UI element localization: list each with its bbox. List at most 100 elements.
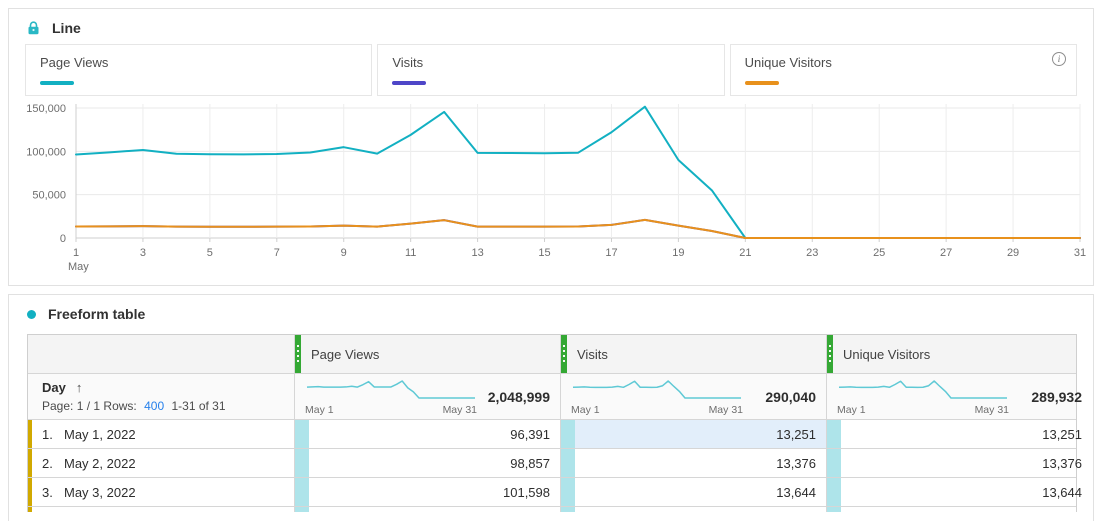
svg-text:9: 9 bbox=[341, 247, 347, 259]
value-cell-page-views[interactable]: 96,391 bbox=[294, 420, 560, 448]
legend-item-unique-visitors[interactable]: Unique Visitors i bbox=[729, 44, 1077, 96]
table-header-row: Page Views Visits Unique Visitors bbox=[28, 335, 1076, 373]
total-value: 2,048,999 bbox=[487, 388, 550, 405]
panel-title-line: Line bbox=[52, 20, 81, 36]
svg-text:150,000: 150,000 bbox=[26, 103, 66, 115]
info-icon[interactable]: i bbox=[1051, 52, 1066, 66]
value-bar bbox=[295, 420, 309, 448]
column-header-visits[interactable]: Visits bbox=[560, 335, 826, 373]
value-cell-unique-visitors[interactable]: 13,376 bbox=[826, 449, 1092, 477]
value-cell-visits[interactable]: 13,644 bbox=[560, 478, 826, 506]
rows-per-page-dropdown[interactable]: 400 bbox=[144, 399, 165, 413]
table-totals-row: Day ↑ Page: 1 / 1 Rows: 400 1-31 of 31 Ma… bbox=[28, 373, 1082, 419]
day-cell[interactable] bbox=[28, 507, 294, 512]
paging-info: Page: 1 / 1 Rows: 400 1-31 of 31 bbox=[42, 399, 226, 413]
day-header-label: Day bbox=[42, 380, 66, 395]
total-value: 290,040 bbox=[765, 388, 816, 405]
value-cell-unique-visitors[interactable]: 13,644 bbox=[826, 478, 1092, 506]
bullet-dot-icon bbox=[27, 309, 36, 319]
line-visualization-panel: Line Page Views Visits Unique Visitors i… bbox=[8, 8, 1094, 286]
svg-text:19: 19 bbox=[672, 247, 684, 259]
day-column-header-spacer bbox=[28, 335, 294, 373]
value-bar bbox=[827, 507, 841, 512]
value-bar bbox=[561, 420, 575, 448]
legend-swatch-visits bbox=[392, 81, 427, 85]
value-bar bbox=[561, 478, 575, 506]
total-cell-page-views[interactable]: May 1 May 31 2,048,999 bbox=[294, 374, 560, 419]
value-bar bbox=[295, 478, 309, 506]
svg-text:29: 29 bbox=[1007, 247, 1019, 259]
sort-ascending-icon[interactable]: ↑ bbox=[75, 380, 83, 395]
svg-text:17: 17 bbox=[605, 247, 617, 259]
svg-text:3: 3 bbox=[140, 247, 146, 259]
value-bar bbox=[295, 507, 309, 512]
table-row-partial bbox=[28, 506, 1076, 512]
freeform-table: Page Views Visits Unique Visitors Day ↑ P… bbox=[27, 334, 1082, 512]
chart-legend: Page Views Visits Unique Visitors i bbox=[25, 44, 1077, 96]
svg-text:27: 27 bbox=[940, 247, 952, 259]
value-bar bbox=[827, 449, 841, 477]
value-bar bbox=[827, 420, 841, 448]
total-cell-unique-visitors[interactable]: May 1 May 31 289,932 bbox=[826, 374, 1092, 419]
total-value: 289,932 bbox=[1031, 388, 1082, 405]
value-cell-visits[interactable]: 13,376 bbox=[560, 449, 826, 477]
value-bar bbox=[295, 449, 309, 477]
column-drag-handle-icon[interactable] bbox=[827, 335, 833, 373]
svg-text:May: May bbox=[68, 261, 89, 273]
value-bar bbox=[827, 478, 841, 506]
day-dimension-header[interactable]: Day ↑ Page: 1 / 1 Rows: 400 1-31 of 31 bbox=[28, 374, 294, 419]
sparkline-unique-visitors: May 1 May 31 bbox=[837, 378, 1009, 416]
svg-text:7: 7 bbox=[274, 247, 280, 259]
legend-label: Page Views bbox=[40, 55, 109, 70]
svg-text:0: 0 bbox=[60, 233, 66, 245]
value-cell[interactable] bbox=[826, 507, 1092, 512]
svg-text:25: 25 bbox=[873, 247, 885, 259]
legend-swatch-unique-visitors bbox=[744, 81, 779, 85]
value-cell-visits-selected[interactable]: 13,251 bbox=[560, 420, 826, 448]
svg-text:5: 5 bbox=[207, 247, 213, 259]
value-bar bbox=[561, 449, 575, 477]
column-drag-handle-icon[interactable] bbox=[561, 335, 567, 373]
legend-label: Unique Visitors bbox=[744, 55, 832, 70]
legend-swatch-page-views bbox=[40, 81, 74, 85]
legend-item-visits[interactable]: Visits bbox=[377, 44, 725, 96]
svg-text:13: 13 bbox=[471, 247, 483, 259]
value-cell-page-views[interactable]: 101,598 bbox=[294, 478, 560, 506]
sparkline-page-views: May 1 May 31 bbox=[305, 378, 477, 416]
row-marker bbox=[28, 420, 32, 448]
day-cell[interactable]: 3. May 3, 2022 bbox=[28, 478, 294, 506]
row-marker bbox=[28, 507, 32, 512]
svg-text:100,000: 100,000 bbox=[26, 146, 66, 158]
table-row: 2. May 2, 2022 98,857 13,376 13,376 bbox=[28, 448, 1082, 477]
line-chart-area: 0 50,000 100,000 150,000 1 3 5 7 9 11 13 15 17 19 21 23… bbox=[9, 96, 1093, 285]
freeform-table-panel: Freeform table Page Views Visits Unique … bbox=[8, 294, 1094, 521]
sparkline-visits: May 1 May 31 bbox=[571, 378, 743, 416]
column-header-page-views[interactable]: Page Views bbox=[294, 335, 560, 373]
day-cell[interactable]: 1. May 1, 2022 bbox=[28, 420, 294, 448]
panel-title-freeform-table: Freeform table bbox=[48, 306, 146, 322]
value-bar bbox=[561, 507, 575, 512]
svg-text:23: 23 bbox=[806, 247, 818, 259]
value-cell[interactable] bbox=[294, 507, 560, 512]
svg-text:21: 21 bbox=[739, 247, 751, 259]
total-cell-visits[interactable]: May 1 May 31 290,040 bbox=[560, 374, 826, 419]
column-drag-handle-icon[interactable] bbox=[295, 335, 301, 373]
value-cell-unique-visitors[interactable]: 13,251 bbox=[826, 420, 1092, 448]
svg-text:31: 31 bbox=[1074, 247, 1086, 259]
row-marker bbox=[28, 478, 32, 506]
table-row: 3. May 3, 2022 101,598 13,644 13,644 bbox=[28, 477, 1082, 506]
value-cell[interactable] bbox=[560, 507, 826, 512]
table-row: 1. May 1, 2022 96,391 13,251 13,251 bbox=[28, 419, 1082, 448]
value-cell-page-views[interactable]: 98,857 bbox=[294, 449, 560, 477]
legend-item-page-views[interactable]: Page Views bbox=[25, 44, 373, 96]
table-panel-header: Freeform table bbox=[9, 295, 1093, 328]
day-cell[interactable]: 2. May 2, 2022 bbox=[28, 449, 294, 477]
svg-text:1: 1 bbox=[73, 247, 79, 259]
column-header-unique-visitors[interactable]: Unique Visitors bbox=[826, 335, 1092, 373]
svg-text:11: 11 bbox=[405, 247, 416, 259]
row-marker bbox=[28, 449, 32, 477]
svg-text:50,000: 50,000 bbox=[32, 190, 66, 202]
lock-icon[interactable] bbox=[27, 21, 40, 35]
line-panel-header: Line bbox=[9, 9, 1093, 42]
